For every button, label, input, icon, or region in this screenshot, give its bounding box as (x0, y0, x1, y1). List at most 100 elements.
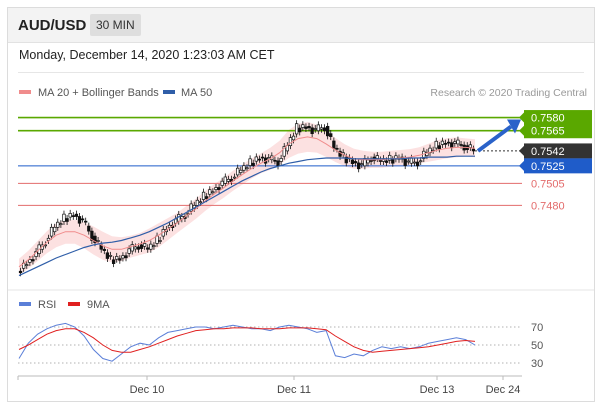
candle-body (96, 240, 100, 242)
candle-body (353, 161, 358, 164)
candle-body (239, 169, 243, 173)
candle-body (201, 191, 206, 200)
x-label: Dec 11 (277, 384, 311, 396)
ma9-legend-swatch (68, 302, 80, 306)
candle-body (406, 160, 410, 163)
forecast-arrow-shaft (476, 124, 513, 153)
candle-body (242, 165, 246, 171)
candle-body (360, 163, 364, 166)
candle-body (18, 270, 23, 274)
candle-body (226, 178, 231, 182)
candle-body (158, 240, 162, 242)
candle-body (344, 156, 348, 164)
candle-body (459, 144, 463, 146)
candle-body (378, 159, 383, 162)
candle-body (62, 213, 66, 222)
candle-body (121, 255, 125, 259)
candle-body (248, 158, 252, 166)
candle-body (217, 187, 221, 191)
candle-body (291, 135, 296, 141)
candle-body (142, 243, 147, 247)
candle-body (456, 139, 460, 145)
level-label-bg-0.7525 (524, 158, 592, 174)
candle-body (115, 256, 119, 260)
candle-body (102, 248, 106, 251)
x-axis-labels: Dec 10 Dec 11 Dec 13 Dec 24 (17, 376, 520, 396)
ma20-line (18, 136, 476, 268)
candle-body (357, 162, 361, 170)
chart-frame: AUD/USD 30 MIN Monday, December 14, 2020… (7, 7, 595, 402)
currency-pair: AUD/USD (18, 17, 87, 34)
ma50-legend-label: MA 50 (181, 87, 212, 99)
candle-body (419, 160, 423, 163)
candle-body (74, 213, 79, 217)
candle-body (214, 187, 218, 190)
candle-body (80, 218, 85, 221)
rsi-legend-label: RSI (38, 299, 56, 311)
candle-body (28, 259, 32, 263)
candle-body (68, 213, 72, 218)
candle-body (223, 176, 227, 184)
candle-body (322, 127, 327, 132)
x-label: Dec 13 (420, 384, 455, 396)
candle-body (93, 235, 97, 244)
candle-body (276, 160, 280, 167)
candle-body (251, 162, 255, 166)
candle-body (118, 258, 122, 261)
candle-body (84, 220, 88, 223)
candle-body (198, 201, 203, 204)
timeframe-badge[interactable]: 30 MIN (90, 14, 141, 36)
chart-header: AUD/USD 30 MIN (8, 8, 594, 43)
candle-body (167, 224, 172, 228)
candle-body (388, 154, 392, 161)
candle-body (335, 147, 339, 150)
candle-body (412, 161, 417, 164)
candle-body (124, 255, 128, 259)
x-label: Dec 10 (130, 384, 165, 396)
bollinger-band-area (19, 121, 475, 275)
forecast-arrow (476, 119, 521, 153)
candle-body (105, 252, 110, 259)
ma9-legend-label: 9MA (87, 299, 110, 311)
candle-body (49, 226, 54, 237)
candle-body (273, 159, 277, 162)
candle-body (254, 156, 258, 162)
level-label-pointer (519, 160, 524, 171)
level-label-0.7525: 0.7525 (531, 161, 565, 173)
candle-body (149, 243, 153, 250)
level-label-pointer (519, 145, 524, 156)
candle-body (189, 203, 193, 212)
candle-body (453, 141, 457, 144)
candle-body (77, 216, 82, 224)
candle-body (310, 127, 314, 135)
candle-body (313, 128, 317, 130)
candle-body (350, 159, 355, 165)
candle-body (446, 141, 451, 144)
candle-body (111, 259, 116, 264)
level-label-0.7505: 0.7505 (531, 178, 565, 190)
level-label-bg-0.7542 (524, 143, 592, 159)
candle-body (384, 160, 389, 163)
candle-body (294, 123, 299, 135)
candle-body (391, 159, 395, 164)
candle-body (87, 225, 91, 232)
ma20-legend-label: MA 20 + Bollinger Bands (38, 87, 159, 99)
candle-body (450, 142, 454, 149)
candle-body (130, 244, 134, 252)
level-label-bg-0.7580 (524, 110, 592, 126)
candle-body (468, 144, 472, 148)
candle-body (245, 167, 249, 170)
candle-body (304, 126, 308, 129)
rsi-legend-swatch (19, 302, 31, 306)
research-credit: Research © 2020 Trading Central (430, 87, 587, 99)
level-label-pointer (519, 112, 524, 123)
level-label-0.7480: 0.7480 (531, 200, 565, 212)
candle-body (288, 137, 293, 147)
candle-body (56, 221, 60, 228)
rsi-tick-30: 30 (531, 358, 543, 370)
candle-body (366, 159, 370, 164)
candle-body (65, 218, 69, 222)
candle-body (369, 159, 373, 162)
